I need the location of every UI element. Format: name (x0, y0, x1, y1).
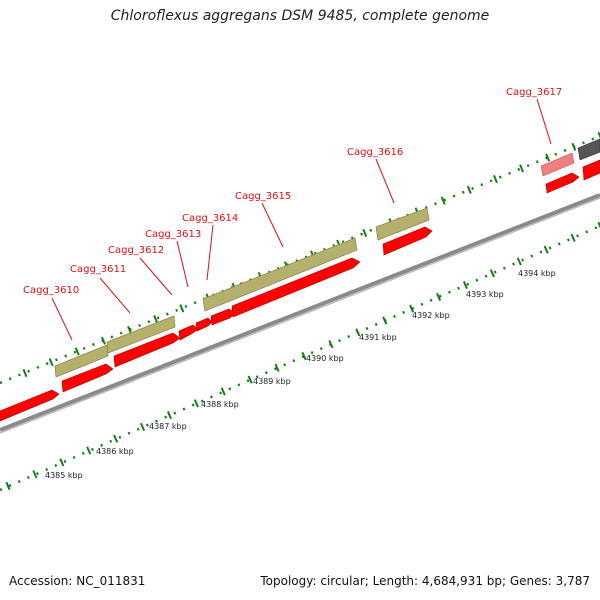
cds-arrow-cagg_3616[interactable] (382, 226, 433, 256)
major-tick (382, 316, 388, 325)
major-tick (140, 422, 146, 431)
genome-summary-text: Topology: circular; Length: 4,684,931 bp… (260, 574, 590, 588)
cds-arrow-cagg_3611[interactable] (113, 332, 181, 368)
gene-box-cagg_3616[interactable] (375, 207, 430, 241)
gene-label-cagg_3613[interactable]: Cagg_3613 (145, 229, 201, 240)
major-tick (328, 340, 334, 349)
cds-arrow-cagg_3610[interactable] (61, 363, 114, 393)
major-tick (570, 233, 576, 242)
bottom-major-ticks (5, 221, 600, 491)
genome-backbone-shadow (0, 197, 600, 434)
gene-box-cagg_3610[interactable] (54, 344, 109, 378)
cds-arrow-cagg_3618[interactable] (582, 159, 600, 181)
gene-label-cagg_3617[interactable]: Cagg_3617 (506, 87, 562, 98)
major-tick (127, 325, 132, 334)
gene-label-cagg_3614[interactable]: Cagg_3614 (182, 213, 238, 224)
cds-arrow-cagg_3612[interactable] (178, 324, 199, 341)
kbp-label: 4387 kbp (149, 422, 187, 431)
gene-label-cagg_3615[interactable]: Cagg_3615 (235, 191, 291, 202)
gene-label-cagg_3616[interactable]: Cagg_3616 (347, 147, 403, 158)
kbp-label: 4389 kbp (253, 377, 291, 386)
major-tick (274, 363, 280, 372)
major-tick (5, 481, 11, 491)
major-tick (440, 196, 446, 205)
gene-track (54, 207, 430, 378)
leader-line-cagg_3614 (206, 224, 214, 281)
major-tick (597, 131, 600, 139)
cds-arrow-cagg_3609[interactable] (0, 389, 60, 422)
gene-box-cagg_3611[interactable] (106, 315, 176, 354)
major-tick (571, 142, 577, 151)
cds-arrow-cagg_3614[interactable] (210, 308, 236, 326)
other-feature-box[interactable] (577, 138, 600, 161)
pseudo-box-cagg_3617[interactable] (540, 152, 575, 177)
gene-label-cagg_3612[interactable]: Cagg_3612 (108, 245, 164, 256)
major-tick (436, 292, 442, 301)
major-tick (545, 153, 551, 162)
cds-arrow-cagg_3615[interactable] (231, 257, 361, 318)
kbp-label: 4388 kbp (201, 400, 239, 409)
leader-line-cagg_3613 (176, 240, 189, 288)
kbp-label: 4390 kbp (306, 354, 344, 363)
kbp-label: 4391 kbp (359, 333, 397, 342)
leader-line-cagg_3610 (51, 297, 73, 341)
cds-track (0, 138, 600, 422)
major-tick (100, 336, 106, 345)
kbp-labels: 4385 kbp 4386 kbp 4387 kbp 4388 kbp 4389… (45, 269, 556, 480)
cds-arrow-cagg_3617[interactable] (545, 172, 580, 194)
major-tick (362, 228, 368, 238)
gene-label-cagg_3611[interactable]: Cagg_3611 (70, 264, 126, 275)
major-tick (179, 304, 185, 313)
gene-label-cagg_3610[interactable]: Cagg_3610 (23, 285, 79, 296)
major-tick (516, 257, 522, 266)
gene-labels: Cagg_3610 Cagg_3611 Cagg_3612 Cagg_3613 … (23, 87, 562, 341)
major-tick (59, 458, 65, 467)
leader-line-cagg_3615 (261, 202, 284, 248)
gene-box-cagg_3615[interactable] (202, 237, 358, 312)
major-tick (113, 434, 119, 443)
major-tick (22, 368, 28, 378)
major-tick (597, 221, 600, 229)
kbp-label: 4386 kbp (96, 447, 134, 456)
cds-arrow-cagg_3613[interactable] (195, 317, 213, 332)
leader-line-cagg_3612 (139, 257, 173, 296)
major-tick (166, 411, 172, 420)
kbp-label: 4392 kbp (412, 311, 450, 320)
major-tick (193, 399, 199, 408)
major-tick (220, 387, 226, 396)
major-tick (48, 358, 54, 367)
leader-line-cagg_3611 (99, 277, 131, 314)
major-tick (489, 269, 495, 278)
kbp-label: 4394 kbp (518, 269, 556, 278)
major-tick (74, 347, 80, 356)
major-tick (462, 281, 468, 290)
major-tick (493, 175, 498, 184)
kbp-label: 4393 kbp (466, 290, 504, 299)
genome-backbone (0, 193, 600, 432)
leader-line-cagg_3616 (375, 158, 395, 204)
major-tick (32, 470, 38, 479)
major-tick (247, 375, 253, 384)
major-tick (543, 245, 549, 254)
major-tick (519, 164, 525, 173)
major-tick (86, 446, 92, 455)
major-tick (153, 315, 159, 324)
page-title: Chloroflexus aggregans DSM 9485, complet… (110, 8, 490, 24)
major-tick (466, 185, 472, 194)
leader-line-cagg_3617 (536, 98, 552, 145)
accession-text: Accession: NC_011831 (9, 574, 146, 588)
major-tick (301, 351, 307, 361)
kbp-label: 4385 kbp (45, 471, 83, 480)
top-dotted-ruler (0, 134, 600, 385)
major-tick (355, 328, 361, 337)
major-tick (409, 304, 415, 313)
